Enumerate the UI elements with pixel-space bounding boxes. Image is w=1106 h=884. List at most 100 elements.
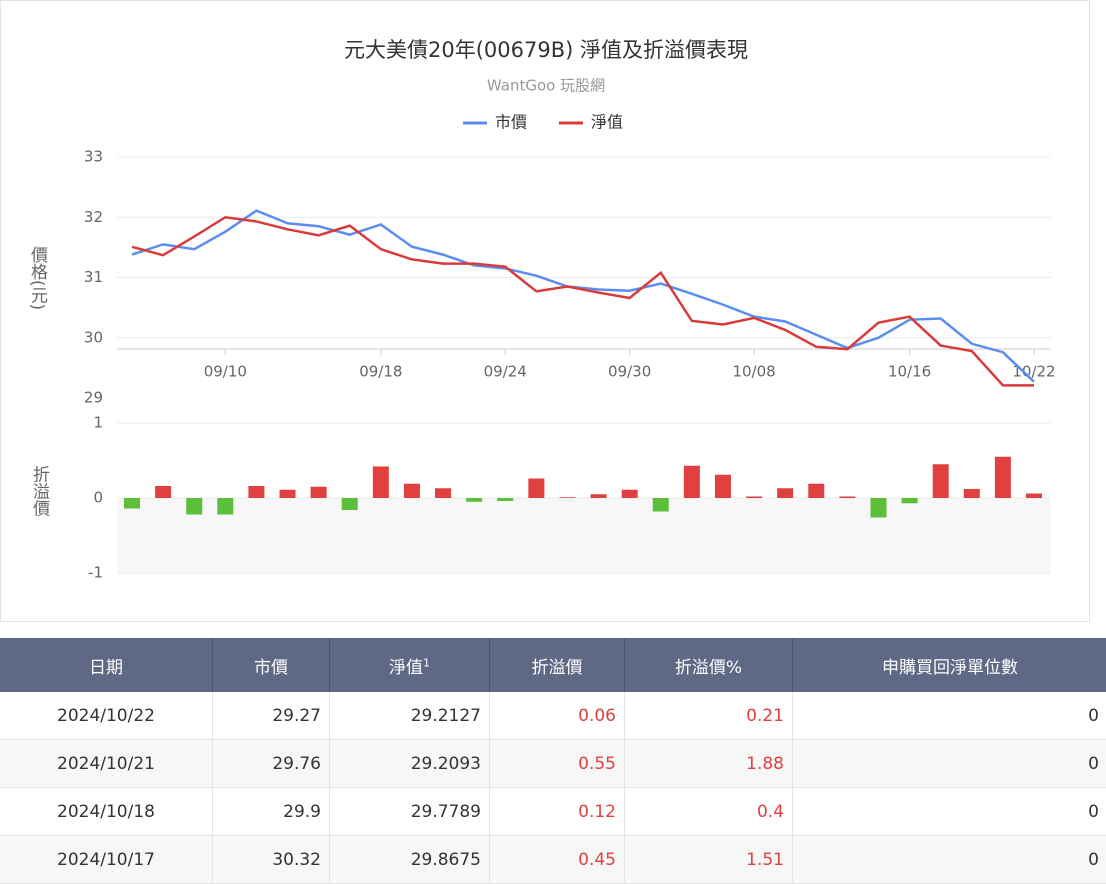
bar [995,457,1011,498]
negative-zone [117,498,1051,573]
y-tick-label: 32 [84,208,103,226]
header-footnote: 1 [423,656,430,669]
table-cell: 0.55 [490,740,625,788]
table-cell: 0.4 [625,788,793,836]
table-cell: 29.2127 [330,692,490,740]
table-cell: 29.7789 [330,788,490,836]
bar [404,484,420,498]
table-cell: 29.8675 [330,836,490,884]
x-tick-label: 10/16 [888,363,931,381]
table-cell: 0.45 [490,836,625,884]
header-cell: 市價 [213,638,330,692]
chart: 元大美債20年(00679B) 淨值及折溢價表現 WantGoo 玩股網 價格(… [1,1,1089,621]
x-tick-label: 09/10 [204,363,247,381]
line [132,217,1034,385]
header-text: 折溢價 [532,658,583,678]
bar [559,497,575,498]
table-cell: 2024/10/17 [0,836,213,884]
bar [124,498,140,509]
bar [155,486,171,498]
x-tick-label: 10/08 [732,363,775,381]
y-tick-label: 31 [84,268,103,286]
header-cell: 淨值1 [330,638,490,692]
header-cell: 日期 [0,638,213,692]
bar [777,488,793,498]
bar [964,489,980,498]
table-cell: 0 [793,836,1106,884]
legend-label: 淨值 [591,113,623,132]
bar [839,497,855,499]
y-tick-label: -1 [88,564,103,582]
bar [591,494,607,498]
table-cell: 29.76 [213,740,330,788]
x-tick-label: 09/24 [484,363,527,381]
table-cell: 2024/10/22 [0,692,213,740]
bar [653,498,669,512]
chart-subtitle: WantGoo 玩股網 [487,77,605,95]
bar [186,498,202,515]
header-cell: 申購買回淨單位數 [793,638,1106,692]
bar [217,498,233,515]
y-tick-label: 29 [84,389,103,407]
bar [342,498,358,510]
y-axis-title: 價格(元) [27,246,48,310]
bar [715,475,731,498]
table-cell: 29.27 [213,692,330,740]
table-cell: 0.21 [625,692,793,740]
chart-box: 元大美債20年(00679B) 淨值及折溢價表現 WantGoo 玩股網 價格(… [0,0,1090,622]
y-tick-label: 1 [93,414,103,432]
bar [622,490,638,498]
bar [684,466,700,498]
bar [902,498,918,503]
table-cell: 2024/10/18 [0,788,213,836]
legend-label: 市價 [495,113,527,132]
bar [373,467,389,499]
line [132,211,1034,382]
table-cell: 2024/10/21 [0,740,213,788]
y-tick-label: 0 [93,489,103,507]
table-cell: 1.88 [625,740,793,788]
table-cell: 0 [793,740,1106,788]
bar [746,497,762,499]
table-cell: 0.12 [490,788,625,836]
table-cell: 29.9 [213,788,330,836]
x-tick-label: 09/18 [359,363,402,381]
header-cell: 折溢價 [490,638,625,692]
header-row: 日期 市價 淨值1 折溢價 折溢價% 申購買回淨單位數 [0,638,1106,692]
header-text: 折溢價% [675,658,742,678]
table-cell: 0.06 [490,692,625,740]
header-text: 淨值 [389,658,423,678]
bar [808,484,824,498]
header-cell: 折溢價% [625,638,793,692]
bar [933,464,949,498]
table-cell: 0 [793,788,1106,836]
header-text: 日期 [89,658,123,678]
table-cell: 29.2093 [330,740,490,788]
header-text: 申購買回淨單位數 [882,658,1018,678]
bar [280,490,296,498]
table-cell: 30.32 [213,836,330,884]
bar [435,488,451,498]
table-cell: 1.51 [625,836,793,884]
header-text: 市價 [254,658,288,678]
bar [311,487,327,498]
bar [870,498,886,518]
chart-title: 元大美債20年(00679B) 淨值及折溢價表現 [344,38,748,62]
bar [1026,494,1042,499]
bar [248,486,264,498]
table-cell: 0 [793,692,1106,740]
bar [466,498,482,502]
x-tick-label: 09/30 [608,363,651,381]
y-tick-label: 30 [84,328,103,346]
bar [497,498,513,501]
x-tick-label: 10/22 [1012,363,1055,381]
bar [528,479,544,499]
y-axis-title: 折溢價 [29,465,50,516]
y-tick-label: 33 [84,148,103,166]
